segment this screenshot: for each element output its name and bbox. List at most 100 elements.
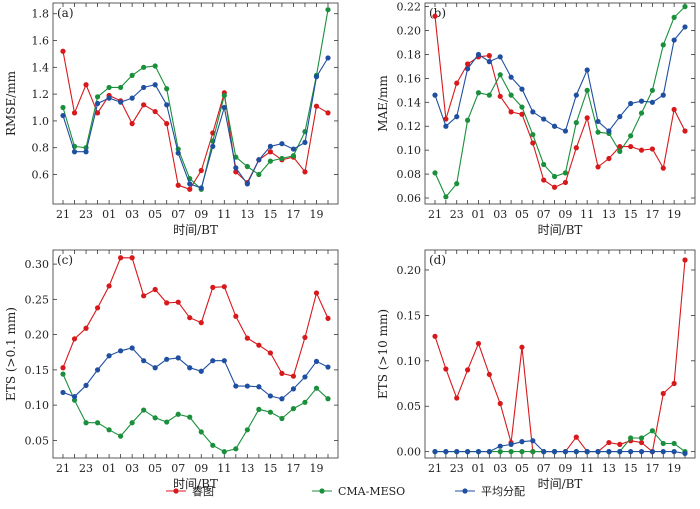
data-point <box>152 365 158 371</box>
data-point <box>198 368 204 374</box>
data-point <box>290 146 297 152</box>
y-tick-label: 0.12 <box>397 120 422 133</box>
data-point <box>497 93 503 99</box>
x-tick-label: 23 <box>79 208 93 221</box>
data-point <box>486 92 492 98</box>
data-point <box>313 290 320 296</box>
data-point <box>682 257 688 263</box>
y-tick-label: 0.15 <box>25 364 50 377</box>
data-point <box>267 158 273 164</box>
x-tick-label: 05 <box>515 208 529 221</box>
data-point <box>508 92 514 98</box>
data-point <box>486 449 492 455</box>
data-point <box>443 449 449 455</box>
series-line-2 <box>435 430 686 453</box>
data-point <box>465 66 471 72</box>
data-point <box>660 165 666 171</box>
data-point <box>244 383 250 389</box>
data-point <box>595 449 601 455</box>
x-tick-label: 03 <box>493 208 507 221</box>
data-point <box>671 449 677 455</box>
data-point <box>497 449 503 455</box>
data-point <box>302 169 308 175</box>
data-point <box>198 167 204 174</box>
y-tick-label: 0.05 <box>397 400 422 413</box>
y-tick-label: 0.22 <box>397 1 422 14</box>
data-point <box>649 449 655 455</box>
data-point <box>267 143 273 149</box>
x-tick-label: 07 <box>171 208 185 221</box>
x-tick-label: 05 <box>148 208 162 221</box>
legend: 睿图 CMA-MESO 平均分配 <box>166 484 525 498</box>
data-point <box>141 293 147 299</box>
x-tick-label: 11 <box>217 208 231 221</box>
data-point <box>497 400 503 407</box>
data-point <box>187 315 193 321</box>
data-point <box>198 429 204 435</box>
data-point <box>617 114 623 120</box>
data-point <box>233 383 239 389</box>
data-point <box>497 443 503 449</box>
data-point <box>584 87 590 93</box>
data-point <box>279 155 285 162</box>
y-axis-label: RMSE/mm <box>4 70 18 136</box>
data-point <box>573 449 579 455</box>
data-point <box>432 333 438 339</box>
data-point <box>486 59 492 65</box>
data-point <box>660 390 666 397</box>
data-point <box>118 84 124 91</box>
data-point <box>302 374 308 380</box>
data-point <box>210 442 216 448</box>
x-tick-label: 03 <box>493 462 507 475</box>
data-point <box>210 284 216 290</box>
y-tick-label: 0.14 <box>397 96 422 109</box>
data-point <box>175 150 181 156</box>
data-point <box>660 92 666 98</box>
x-tick-label: 05 <box>148 462 162 475</box>
data-point <box>129 95 135 101</box>
x-tick-label: 21 <box>428 208 442 221</box>
data-point <box>465 449 471 455</box>
data-point <box>508 441 514 447</box>
x-tick-label: 23 <box>450 208 464 221</box>
y-tick-label: 0.20 <box>25 329 50 342</box>
data-point <box>475 90 482 96</box>
y-tick-label: 0.08 <box>397 168 422 181</box>
plot-frame <box>52 249 339 459</box>
y-axis-label: MAE/mm <box>376 75 390 132</box>
x-tick-label: 01 <box>471 462 485 475</box>
x-tick-label: 21 <box>56 462 70 475</box>
data-point <box>628 449 634 455</box>
series-line-3 <box>62 57 329 189</box>
data-point <box>221 104 227 111</box>
data-point <box>519 104 525 110</box>
chart-panel-2: (b) 0.06 0.08 0.10 0.12 0.14 0.16 0.18 0.20 0.22 2… <box>376 1 696 237</box>
data-point <box>432 449 438 455</box>
data-point <box>187 414 193 420</box>
panel-label: (d) <box>429 253 446 267</box>
data-point <box>454 80 460 86</box>
data-point <box>432 92 438 98</box>
y-tick-label: 0.25 <box>25 293 50 306</box>
data-point <box>267 149 273 155</box>
x-tick-label: 13 <box>602 208 616 221</box>
legend-label: CMA-MESO <box>338 485 405 498</box>
data-point <box>256 406 262 412</box>
data-point <box>541 449 547 455</box>
data-point <box>60 112 66 119</box>
data-point <box>671 380 677 387</box>
x-tick-label: 21 <box>428 462 442 475</box>
panel-label: (a) <box>57 6 74 20</box>
data-point <box>94 100 101 107</box>
data-point <box>267 409 273 415</box>
data-point <box>649 146 655 152</box>
data-point <box>129 420 135 426</box>
data-point <box>302 334 308 341</box>
data-point <box>94 94 101 100</box>
x-axis-label: 时间/BT <box>538 223 583 237</box>
data-point <box>443 366 449 372</box>
data-point <box>313 103 320 109</box>
x-tick-label: 13 <box>240 208 254 221</box>
data-point <box>541 177 547 183</box>
series-line-2 <box>62 373 329 453</box>
